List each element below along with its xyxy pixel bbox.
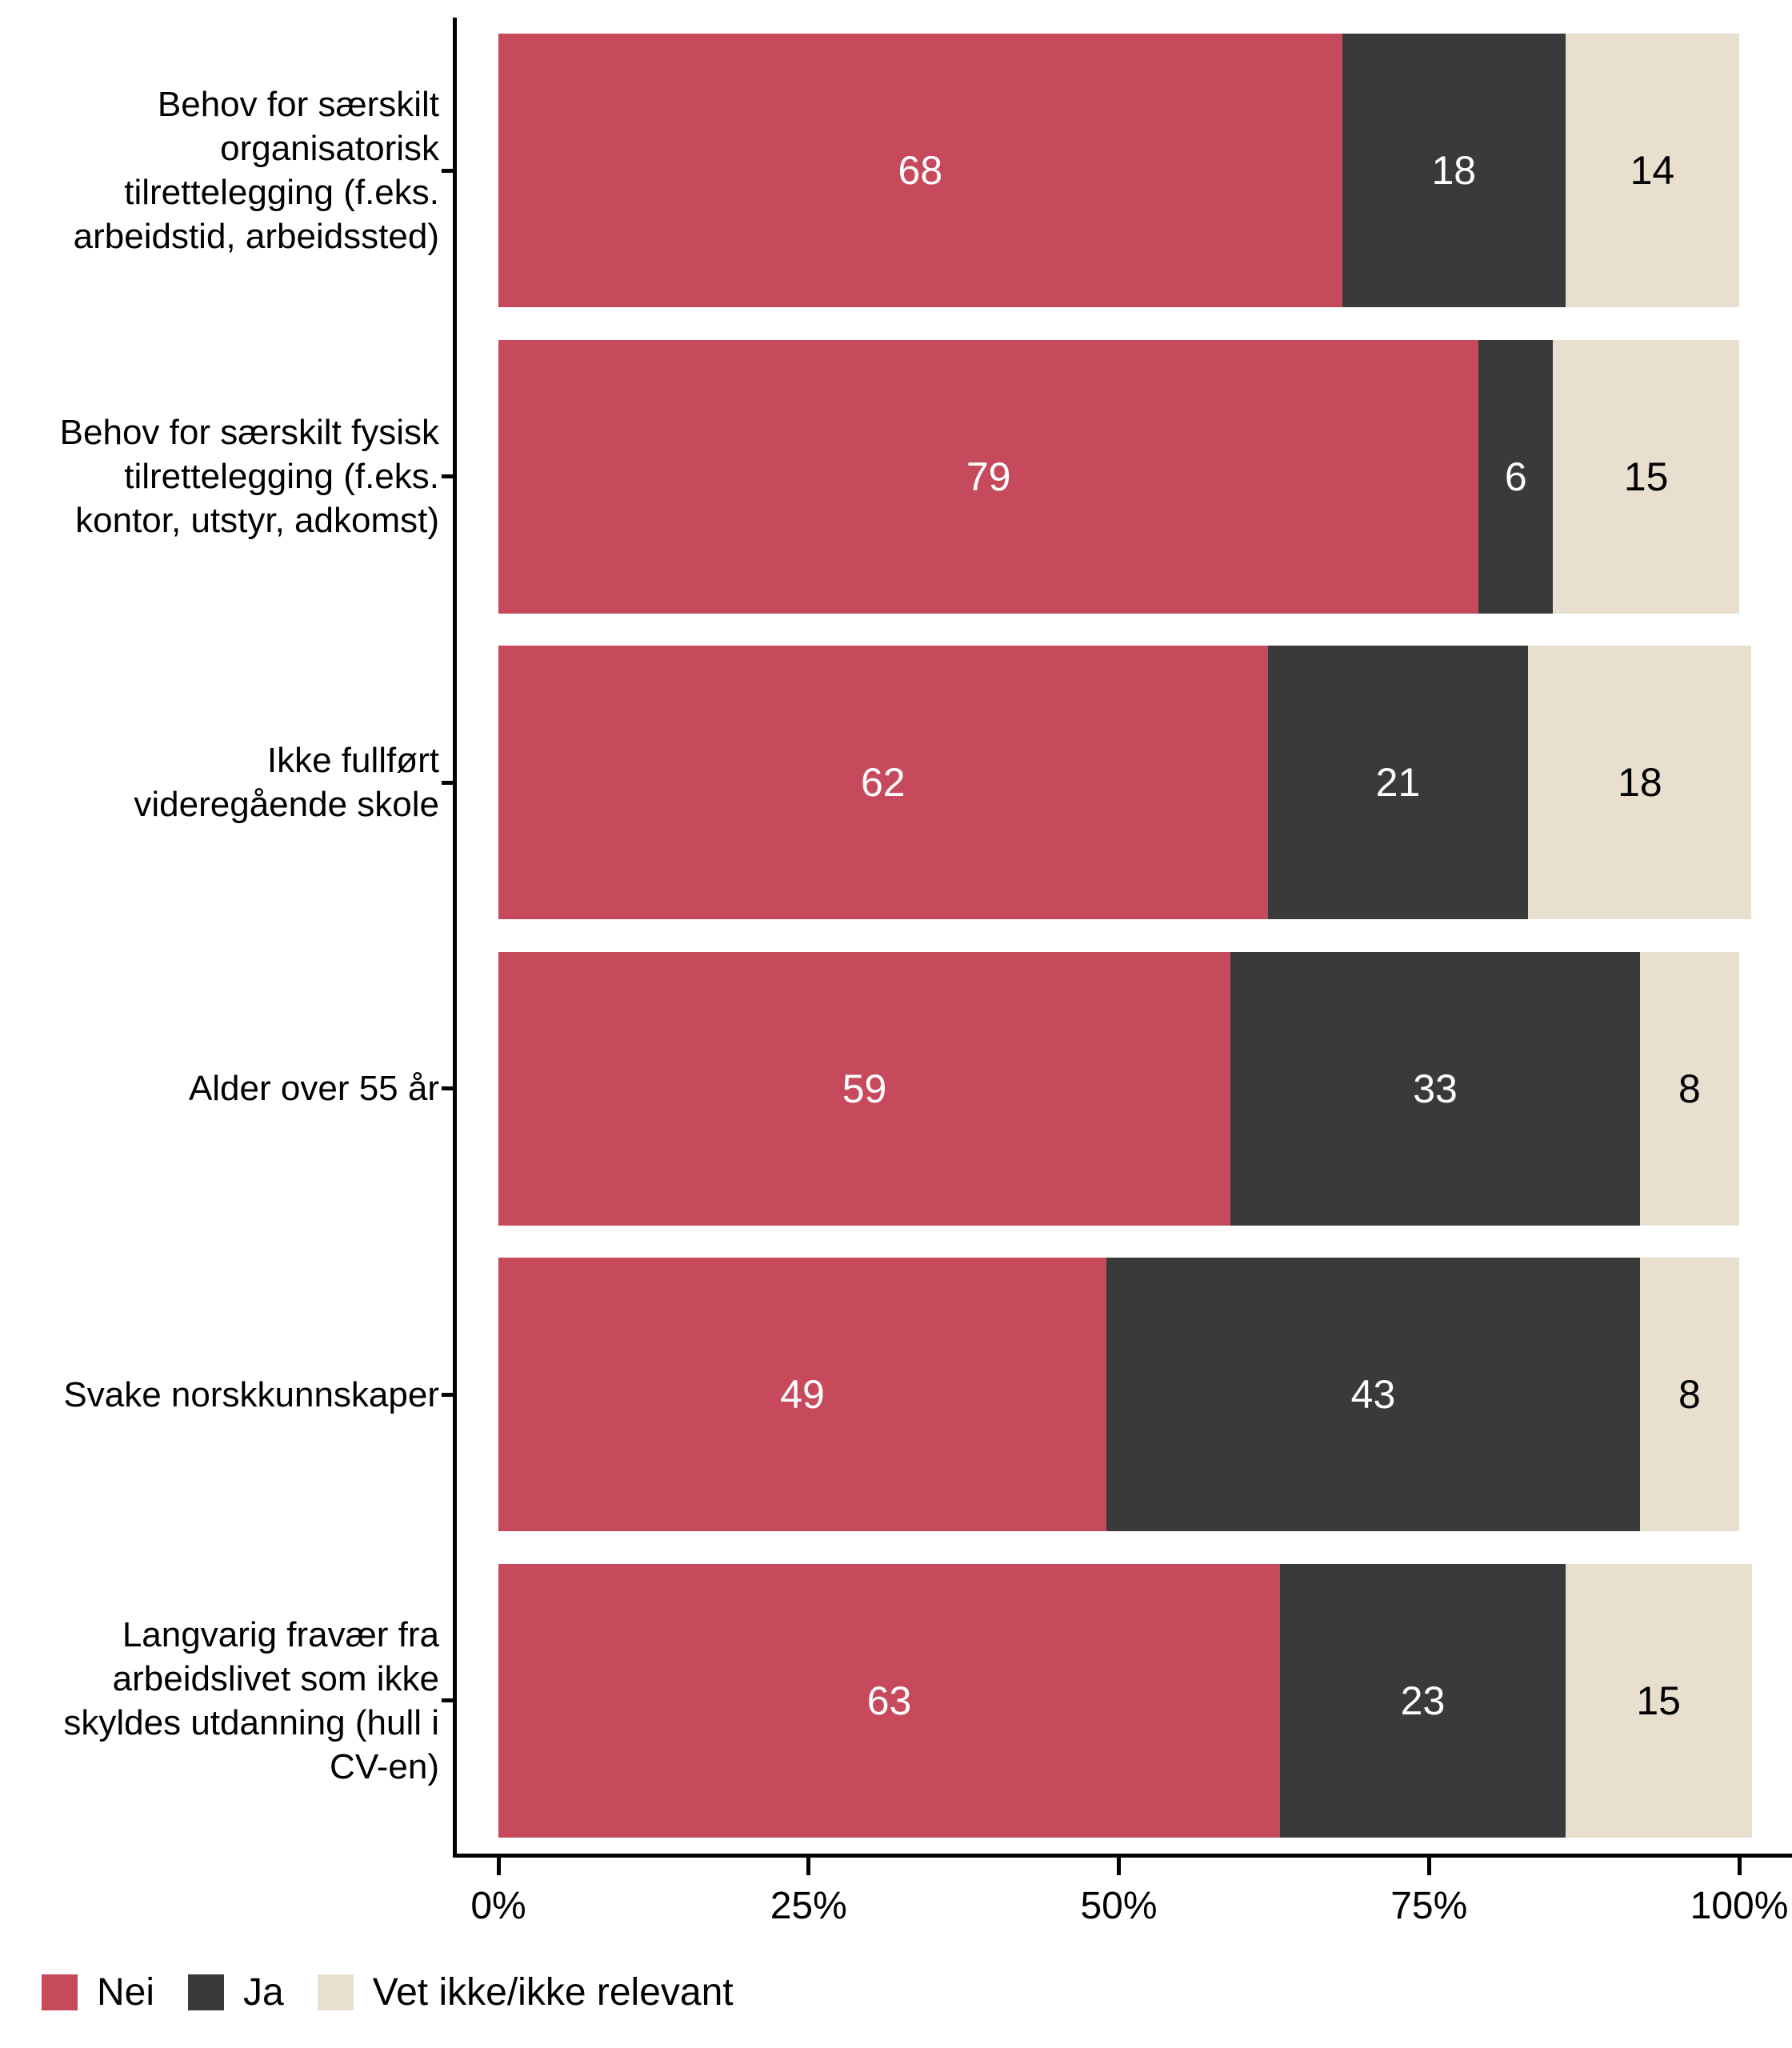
y-axis-tick-mark bbox=[442, 780, 453, 785]
value-label: 62 bbox=[860, 760, 906, 806]
bar-segment-vet-ikke-ikke-relevant: 15 bbox=[1565, 1563, 1752, 1838]
category-label: Ikke fullført videregående skole bbox=[134, 741, 439, 825]
legend-item: Ja bbox=[188, 1970, 284, 2014]
value-label: 15 bbox=[1623, 454, 1669, 499]
bar-segment-vet-ikke-ikke-relevant: 8 bbox=[1639, 1258, 1739, 1532]
bar-row: 49 43 8 bbox=[498, 1258, 1739, 1532]
value-label: 8 bbox=[1678, 1066, 1701, 1111]
bar-segment-ja: 23 bbox=[1280, 1563, 1566, 1838]
category-label: Langvarig fravær fra arbeidslivet som ik… bbox=[63, 1614, 439, 1786]
x-axis-tick-mark bbox=[1737, 1858, 1742, 1875]
bar-row: 62 21 18 bbox=[498, 646, 1752, 920]
value-label: 33 bbox=[1413, 1066, 1458, 1111]
x-axis-line bbox=[453, 1854, 1792, 1858]
legend-label: Ja bbox=[243, 1970, 284, 2014]
legend: Nei Ja Vet ikke/ikke relevant bbox=[42, 1968, 734, 2016]
legend-label: Nei bbox=[97, 1970, 155, 2014]
category-label: Behov for særskilt organisatorisk tilret… bbox=[73, 85, 439, 257]
value-label: 18 bbox=[1618, 760, 1662, 806]
value-label: 63 bbox=[866, 1678, 912, 1723]
x-axis-tick-label: 0% bbox=[470, 1885, 526, 1927]
y-axis-tick-mark bbox=[442, 474, 453, 479]
bar-segment-nei: 63 bbox=[498, 1563, 1281, 1838]
x-axis-tick-mark bbox=[806, 1858, 811, 1875]
value-label: 18 bbox=[1431, 148, 1477, 194]
y-axis-tick-mark bbox=[442, 1086, 453, 1091]
bar-row: 63 23 15 bbox=[498, 1563, 1752, 1838]
bar-segment-vet-ikke-ikke-relevant: 18 bbox=[1528, 646, 1752, 920]
value-label: 6 bbox=[1504, 454, 1527, 499]
value-label: 14 bbox=[1630, 148, 1675, 194]
x-axis-tick-mark bbox=[1426, 1858, 1431, 1875]
value-label: 23 bbox=[1400, 1678, 1446, 1723]
x-axis-tick-label: 75% bbox=[1390, 1885, 1468, 1927]
y-axis-tick-mark bbox=[442, 168, 453, 173]
bar-segment-ja: 6 bbox=[1478, 339, 1554, 614]
value-label: 21 bbox=[1375, 760, 1421, 806]
legend-swatch bbox=[317, 1974, 354, 2010]
value-label: 43 bbox=[1350, 1372, 1396, 1418]
bar-segment-ja: 43 bbox=[1106, 1258, 1640, 1532]
x-axis-tick-label: 100% bbox=[1690, 1885, 1789, 1927]
bar-segment-vet-ikke-ikke-relevant: 15 bbox=[1553, 339, 1740, 614]
category-label: Svake norskkunnskaper bbox=[63, 1374, 439, 1414]
legend-swatch bbox=[42, 1974, 78, 2010]
bar-segment-vet-ikke-ikke-relevant: 8 bbox=[1639, 951, 1739, 1226]
bar-segment-nei: 62 bbox=[498, 646, 1268, 920]
x-axis-tick-mark bbox=[1117, 1858, 1121, 1875]
bar-segment-vet-ikke-ikke-relevant: 14 bbox=[1565, 34, 1740, 308]
bar-segment-nei: 79 bbox=[498, 339, 1479, 614]
bar-segment-ja: 18 bbox=[1342, 34, 1566, 308]
bar-segment-ja: 33 bbox=[1230, 951, 1640, 1226]
legend-swatch bbox=[188, 1974, 225, 2010]
bar-segment-nei: 49 bbox=[498, 1258, 1106, 1532]
y-axis-tick-mark bbox=[442, 1392, 453, 1397]
bar-segment-nei: 59 bbox=[498, 951, 1231, 1226]
x-axis-tick-mark bbox=[496, 1858, 501, 1875]
value-label: 68 bbox=[898, 148, 943, 194]
bar-segment-ja: 21 bbox=[1267, 646, 1529, 920]
legend-item: Nei bbox=[42, 1970, 154, 2014]
value-label: 49 bbox=[780, 1372, 825, 1418]
x-axis-tick-label: 25% bbox=[770, 1885, 847, 1927]
legend-label: Vet ikke/ikke relevant bbox=[372, 1970, 734, 2014]
bar-row: 59 33 8 bbox=[498, 951, 1739, 1226]
bar-row: 68 18 14 bbox=[498, 34, 1740, 308]
value-label: 59 bbox=[842, 1066, 887, 1111]
legend-item: Vet ikke/ikke relevant bbox=[317, 1970, 734, 2014]
value-label: 79 bbox=[966, 454, 1011, 499]
y-axis-line bbox=[453, 18, 457, 1858]
value-label: 8 bbox=[1678, 1372, 1701, 1418]
category-label: Alder over 55 år bbox=[188, 1069, 439, 1109]
category-label: Behov for særskilt fysisk tilretteleggin… bbox=[59, 413, 439, 541]
value-label: 15 bbox=[1636, 1678, 1681, 1723]
bar-segment-nei: 68 bbox=[498, 34, 1342, 308]
bar-row: 79 6 15 bbox=[498, 339, 1740, 614]
x-axis-tick-label: 50% bbox=[1080, 1885, 1158, 1927]
y-axis-tick-mark bbox=[442, 1698, 453, 1703]
